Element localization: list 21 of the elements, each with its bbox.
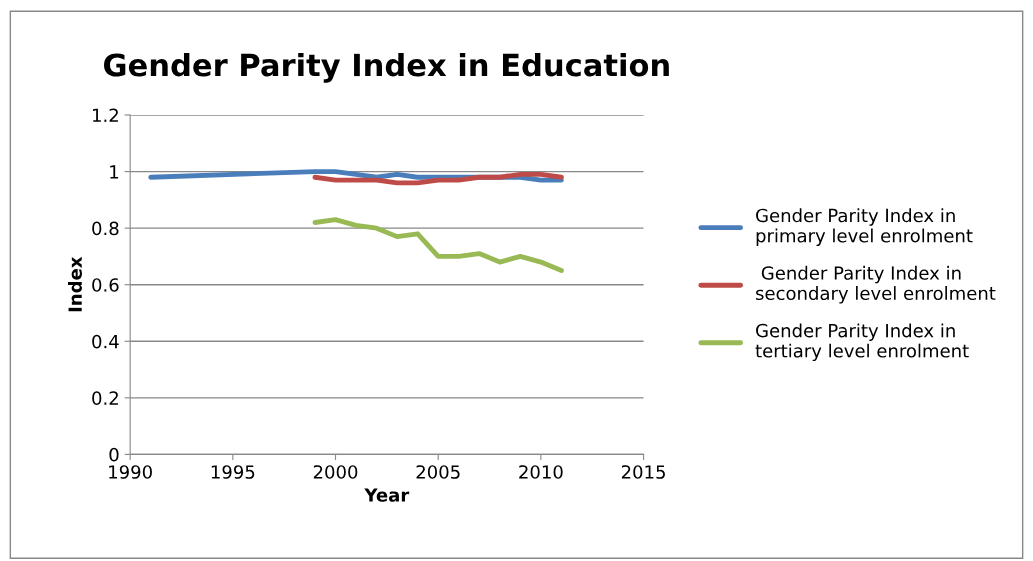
y-tick-label: 0 — [109, 447, 119, 462]
y-tick-label: 1 — [110, 165, 119, 179]
chart-title: Gender Parity Index in Education — [104, 52, 669, 83]
legend-label: Gender Parity Index in tertiary level enrolment — [755, 323, 969, 362]
x-tick-label: 2015 — [621, 465, 665, 479]
y-tick-label: 0.4 — [92, 334, 119, 349]
x-tick-label: 2000 — [313, 465, 358, 479]
legend-label: Gender Parity Index in secondary level enrolment — [756, 265, 996, 304]
line-series — [312, 171, 564, 186]
y-tick-label: 0.2 — [92, 391, 118, 405]
x-tick-label: 1995 — [211, 465, 255, 479]
y-axis-title: Index — [68, 256, 82, 312]
y-tick-label: 0.6 — [92, 278, 119, 292]
x-tick-label: 2005 — [416, 465, 460, 479]
legend-label: Gender Parity Index in primary level enrolment — [756, 208, 973, 246]
x-tick-label: 1990 — [109, 465, 152, 479]
line-series — [312, 217, 564, 273]
x-tick-label: 2010 — [519, 465, 563, 479]
x-axis-title: Year — [364, 488, 410, 502]
y-tick-label: 0.8 — [92, 221, 119, 236]
y-tick-label: 1.2 — [93, 108, 118, 122]
